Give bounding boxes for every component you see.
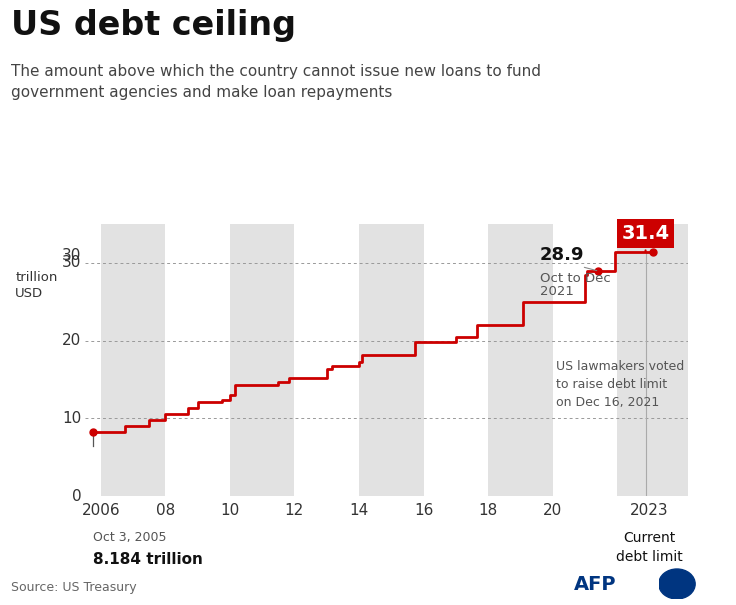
Text: 30: 30	[63, 255, 82, 270]
Text: 8.184 trillion: 8.184 trillion	[93, 552, 202, 567]
Bar	[230, 224, 294, 496]
Circle shape	[659, 569, 695, 599]
Bar	[618, 224, 688, 496]
Text: The amount above which the country cannot issue new loans to fund
government age: The amount above which the country canno…	[11, 64, 541, 100]
Text: 10: 10	[63, 411, 82, 426]
Text: Source: US Treasury: Source: US Treasury	[11, 581, 137, 594]
Text: US debt ceiling: US debt ceiling	[11, 9, 296, 42]
Text: US lawmakers voted
to raise debt limit
on Dec 16, 2021: US lawmakers voted to raise debt limit o…	[556, 360, 684, 409]
Text: Oct to Dec: Oct to Dec	[539, 272, 610, 285]
Text: 30: 30	[63, 247, 82, 263]
Text: 28.9: 28.9	[539, 246, 584, 264]
Bar	[488, 224, 553, 496]
Text: AFP: AFP	[574, 575, 617, 594]
Text: Oct 3, 2005: Oct 3, 2005	[93, 531, 166, 544]
Text: 31.4: 31.4	[621, 224, 670, 252]
Bar	[359, 224, 423, 496]
Text: Current
debt limit: Current debt limit	[616, 531, 683, 563]
Bar	[101, 224, 166, 496]
Text: trillion
USD: trillion USD	[15, 270, 57, 299]
Text: 0: 0	[72, 489, 82, 503]
Text: 2021: 2021	[539, 284, 573, 298]
Text: 20: 20	[63, 333, 82, 348]
